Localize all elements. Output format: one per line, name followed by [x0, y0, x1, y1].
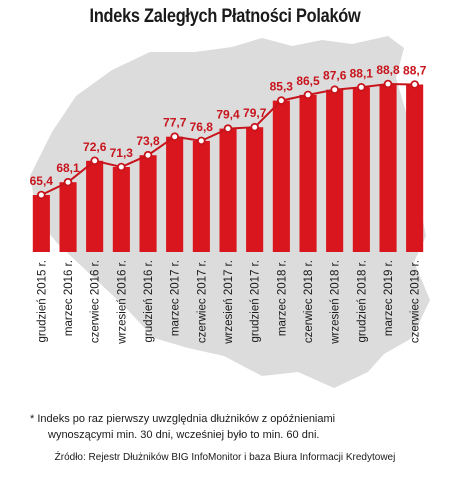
- line-point: [330, 85, 340, 94]
- line-point: [143, 150, 153, 160]
- data-label: 85,3: [270, 80, 294, 94]
- line-point: [303, 90, 313, 100]
- data-label: 88,8: [376, 63, 400, 77]
- line-point: [223, 124, 233, 133]
- x-tick-label: grudzień 2016 r.: [143, 260, 155, 342]
- footnote-line-1: * Indeks po raz pierwszy uwzględnia dłuż…: [30, 413, 336, 425]
- bar: [59, 182, 77, 252]
- data-label: 79,7: [243, 106, 267, 120]
- bar: [326, 89, 344, 252]
- bar: [219, 128, 237, 252]
- source-note: Źródło: Rejestr Dłużników BIG InfoMonito…: [54, 452, 396, 463]
- bar: [246, 127, 264, 252]
- data-label: 73,8: [136, 134, 160, 148]
- bar: [32, 195, 50, 252]
- x-tick-label: czerwiec 2018 r.: [303, 260, 315, 343]
- x-tick-label: grudzień 2015 r.: [36, 260, 48, 342]
- x-tick-label: wrzesień 2018 r.: [330, 260, 342, 345]
- bar: [272, 100, 290, 252]
- x-tick-label: czerwiec 2016 r.: [90, 260, 102, 343]
- data-label: 68,1: [56, 161, 80, 175]
- bar: [352, 87, 370, 252]
- line-point: [170, 132, 180, 142]
- line-point: [383, 79, 393, 89]
- footnote-line-2: wynoszącymi min. 30 dni, wcześniej było …: [48, 429, 320, 441]
- data-label: 86,5: [296, 74, 320, 88]
- data-label: 79,4: [216, 108, 240, 122]
- data-label: 71,3: [110, 146, 134, 160]
- line-point: [410, 80, 420, 89]
- x-tick-label: marzec 2019 r.: [383, 260, 395, 336]
- bar: [166, 136, 184, 252]
- x-tick-label: czerwiec 2019 r.: [410, 260, 422, 343]
- x-tick-label: grudzień 2017 r.: [250, 260, 262, 342]
- x-tick-label: wrzesień 2016 r.: [116, 260, 128, 345]
- line-point: [90, 156, 99, 166]
- line-point: [276, 96, 286, 105]
- line-point: [117, 162, 126, 172]
- chart-title: Indeks Zaległych Płatności Polaków: [89, 6, 361, 27]
- bar: [139, 155, 157, 252]
- data-label: 65,4: [30, 174, 54, 188]
- data-label: 87,6: [323, 69, 347, 83]
- data-label: 88,7: [403, 64, 427, 78]
- x-tick-label: grudzień 2018 r.: [356, 260, 368, 342]
- bar: [112, 167, 130, 252]
- bar: [192, 140, 210, 252]
- x-tick-label: marzec 2016 r.: [63, 260, 75, 336]
- line-point: [36, 190, 46, 200]
- line-point: [197, 136, 206, 146]
- data-label: 88,1: [350, 66, 374, 80]
- bar: [379, 84, 397, 252]
- bar: [406, 84, 424, 252]
- x-tick-label: czerwiec 2017 r.: [196, 260, 208, 343]
- line-point: [63, 177, 73, 187]
- data-label: 77,7: [163, 116, 187, 130]
- data-label: 72,6: [83, 140, 107, 154]
- line-point: [356, 83, 366, 92]
- bar: [299, 94, 317, 253]
- x-tick-label: marzec 2018 r.: [276, 260, 288, 336]
- x-tick-label: wrzesień 2017 r.: [223, 260, 235, 345]
- bar: [86, 160, 104, 252]
- data-label: 76,8: [190, 120, 214, 134]
- footnote: * Indeks po raz pierwszy uwzględnia dłuż…: [30, 411, 430, 443]
- line-point: [250, 122, 260, 132]
- x-tick-label: marzec 2017 r.: [170, 260, 182, 336]
